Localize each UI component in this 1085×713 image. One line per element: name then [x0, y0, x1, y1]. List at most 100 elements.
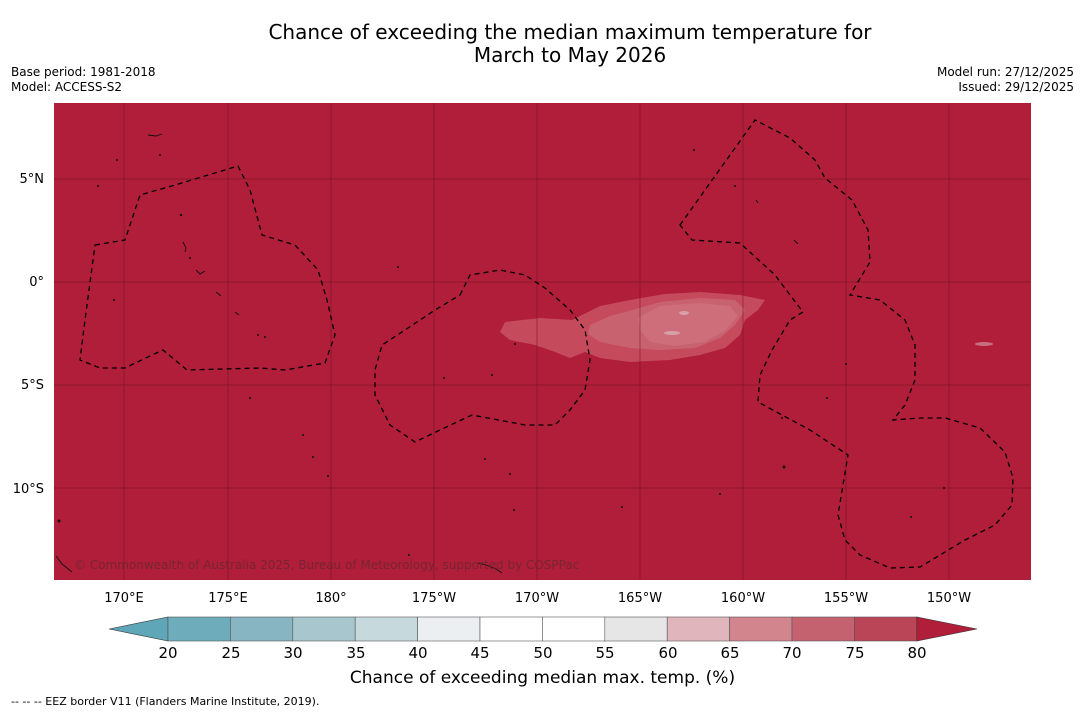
island: [443, 377, 445, 379]
lon-label: 180°: [315, 591, 346, 606]
eez-legend-note: -- -- -- EEZ border V11 (Flanders Marine…: [11, 695, 320, 708]
island: [509, 473, 511, 475]
colorbar-tick: 25: [221, 644, 240, 662]
colorbar-tick: 45: [470, 644, 489, 662]
map-credit: © Commonwealth of Australia 2025, Bureau…: [74, 558, 580, 572]
colorbar-segment: [167, 616, 231, 642]
island: [826, 397, 828, 399]
island: [408, 554, 410, 556]
anomaly-spot: [975, 342, 993, 346]
colorbar-tick: 20: [158, 644, 177, 662]
island: [159, 154, 161, 156]
island: [234, 311, 240, 316]
colorbar-title: Chance of exceeding median max. temp. (%…: [349, 668, 736, 688]
island: [215, 291, 222, 297]
island: [55, 555, 73, 573]
island: [182, 241, 187, 253]
lat-label: 0°: [29, 275, 44, 290]
island: [845, 363, 847, 365]
island: [793, 239, 799, 245]
lon-label: 150°W: [927, 591, 971, 606]
anomaly-spot: [664, 331, 680, 335]
colorbar-tick: 35: [346, 644, 365, 662]
colorbar-segment: [417, 616, 481, 642]
eez-borders: [79, 119, 1014, 569]
colorbar-segment: [604, 616, 668, 642]
island-dots: [57, 149, 945, 556]
model-text: Model: ACCESS-S2: [11, 80, 123, 94]
issued-text: Issued: 29/12/2025: [958, 80, 1074, 94]
island: [249, 397, 251, 399]
island: [57, 519, 61, 523]
island: [484, 458, 486, 460]
colorbar-segment: [791, 616, 855, 642]
colorbar: [108, 616, 978, 642]
map-title-line2: March to May 2026: [473, 43, 667, 67]
colorbar-tick: 70: [782, 644, 801, 662]
colorbar-segment: [729, 616, 793, 642]
island: [477, 562, 503, 574]
island: [755, 199, 759, 204]
island: [491, 374, 493, 376]
colorbar-tick: 65: [720, 644, 739, 662]
island: [189, 257, 191, 259]
colorbar-tick: 50: [533, 644, 552, 662]
island: [513, 509, 515, 511]
model-info: Base period: 1981-2018 Model: ACCESS-S2: [11, 65, 156, 95]
eez-border-kiribati-gilbert: [79, 165, 336, 371]
colorbar-extend-high: [916, 616, 978, 642]
island: [327, 475, 329, 477]
lon-label: 170°W: [515, 591, 559, 606]
lon-label: 160°W: [721, 591, 765, 606]
island: [943, 487, 945, 489]
lon-label: 175°W: [412, 591, 456, 606]
map-gridlines: [54, 103, 1031, 580]
eez-border-kiribati-phoenix: [374, 269, 591, 443]
colorbar-tick: 30: [283, 644, 302, 662]
run-info: Model run: 27/12/2025 Issued: 29/12/2025: [937, 65, 1074, 95]
anomaly-spot: [679, 311, 689, 315]
colorbar-tick: 40: [408, 644, 427, 662]
island: [97, 185, 99, 187]
colorbar-segment: [354, 616, 418, 642]
map-title-line1: Chance of exceeding the median maximum t…: [268, 20, 872, 44]
colorbar-segment: [230, 616, 294, 642]
lon-label: 165°W: [618, 591, 662, 606]
island: [397, 266, 399, 268]
lon-label: 170°E: [104, 591, 144, 606]
anomaly-region-75: [638, 303, 738, 346]
colorbar-segment: [542, 616, 606, 642]
island: [195, 269, 206, 275]
lat-labels: 5°N 0° 5°S 10°S: [13, 172, 44, 497]
base-period-text: Base period: 1981-2018: [11, 65, 156, 79]
island: [302, 434, 304, 436]
island: [257, 334, 259, 336]
island: [116, 159, 118, 161]
island: [514, 343, 516, 345]
lat-label: 5°S: [21, 378, 44, 393]
colorbar-tick: 80: [907, 644, 926, 662]
island: [621, 506, 623, 508]
island-outlines: [55, 133, 799, 574]
island: [719, 493, 721, 495]
island: [910, 516, 912, 518]
island: [734, 185, 736, 187]
lat-label: 5°N: [20, 172, 45, 187]
colorbar-tick: 60: [658, 644, 677, 662]
colorbar-tick: 55: [595, 644, 614, 662]
island: [264, 336, 266, 338]
island: [113, 299, 115, 301]
colorbar-ticks: 20 25 30 35 40 45 50 55 60 65 70 75 80: [158, 644, 926, 662]
colorbar-segment: [854, 616, 918, 642]
lon-label: 175°E: [208, 591, 248, 606]
island: [782, 465, 786, 469]
lat-label: 10°S: [13, 482, 44, 497]
island: [179, 213, 183, 217]
island: [147, 133, 163, 137]
lon-labels: 170°E 175°E 180° 175°W 170°W 165°W 160°W…: [104, 591, 971, 606]
colorbar-segment: [479, 616, 543, 642]
island: [312, 456, 314, 458]
lon-label: 155°W: [824, 591, 868, 606]
colorbar-tick: 75: [845, 644, 864, 662]
